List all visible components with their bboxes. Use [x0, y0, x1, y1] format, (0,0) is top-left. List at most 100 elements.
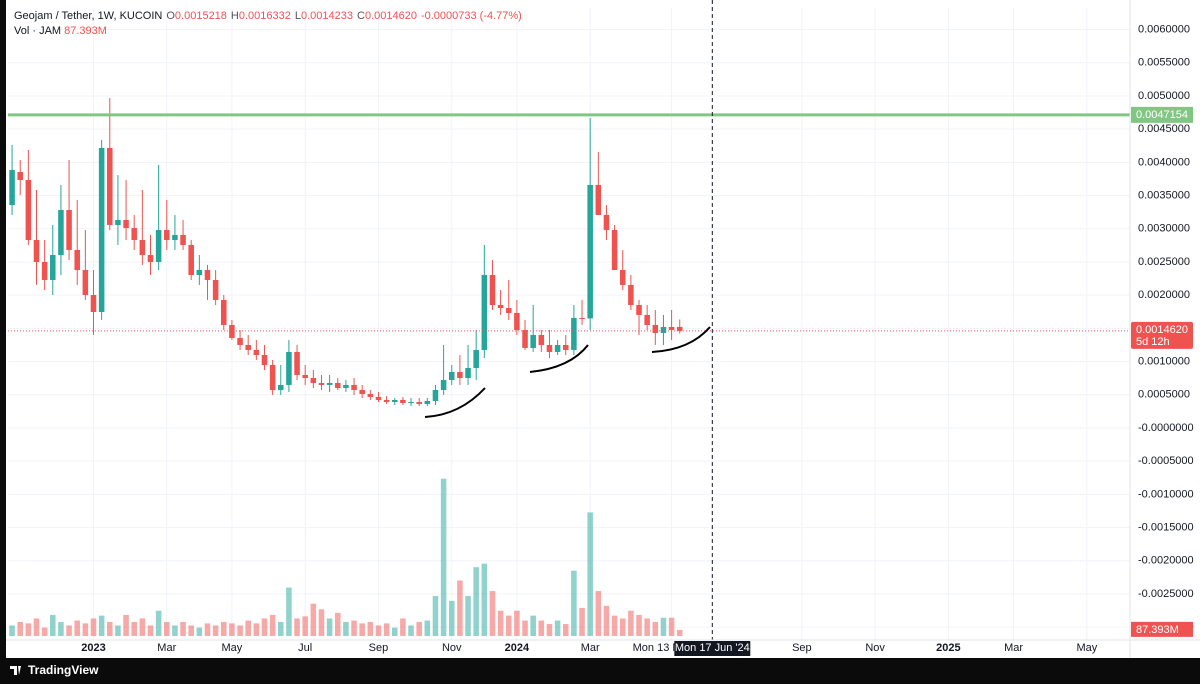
volume-bar	[481, 563, 488, 636]
candle-body	[139, 240, 146, 256]
volume-bar	[66, 625, 72, 636]
candle-body	[172, 234, 178, 241]
candle-body	[538, 334, 545, 345]
last-price-label: 0.0014620	[1136, 324, 1188, 336]
candle-body	[391, 399, 398, 402]
ohlc-key: L	[294, 10, 301, 22]
symbol-title: Geojam / Tether, 1W, KUCOIN	[14, 10, 163, 22]
candle-body	[74, 249, 80, 271]
candle-body	[180, 234, 186, 245]
candle-body	[212, 279, 219, 300]
y-tick-label: -0.0025000	[1138, 588, 1194, 600]
candle-body	[359, 389, 365, 394]
volume-bar	[579, 607, 585, 636]
y-tick-label: -0.0010000	[1138, 488, 1194, 500]
level-label-bg	[1131, 106, 1193, 123]
candle-body	[383, 399, 390, 402]
volume-label-bg	[1131, 621, 1193, 637]
volume-bar	[636, 614, 642, 636]
candle-body	[367, 393, 374, 397]
volume-bar	[82, 623, 89, 636]
y-tick-label: 0.0010000	[1138, 355, 1190, 367]
volume-bar	[253, 623, 260, 636]
volume-bar	[457, 580, 463, 636]
candle-body	[221, 299, 227, 325]
y-tick-label: -0.0015000	[1138, 521, 1194, 533]
y-tick-label: 0.0035000	[1138, 189, 1190, 201]
volume-bar	[277, 621, 284, 636]
time-axis-bg	[6, 640, 1200, 658]
candle-body	[530, 334, 536, 348]
candle-body	[481, 274, 488, 350]
x-tick-label: 2024	[505, 642, 530, 654]
volume-bar	[440, 478, 447, 636]
volume-bar	[326, 618, 333, 636]
candle-body	[334, 382, 341, 388]
y-tick-label: 0.0060000	[1138, 23, 1190, 35]
candle-body	[424, 400, 431, 404]
candle-body	[595, 184, 602, 215]
candle-body	[9, 170, 15, 206]
candle-body	[644, 314, 650, 325]
volume-bar	[408, 625, 414, 636]
y-tick-label: -0.0005000	[1138, 455, 1194, 467]
volume-bar	[375, 625, 382, 636]
volume-bar	[334, 612, 341, 636]
candle-body	[302, 374, 308, 378]
volume-bar	[611, 615, 618, 636]
volume-bar	[538, 620, 545, 636]
volume-bar	[432, 595, 439, 636]
candle-body	[131, 227, 137, 241]
candle-body	[465, 367, 471, 378]
y-tick-label: 0.0055000	[1138, 57, 1190, 69]
candle-body	[269, 364, 276, 390]
ohlc-value: 0.0014233	[301, 10, 353, 22]
candle-body	[571, 317, 577, 350]
volume-bar	[400, 618, 406, 636]
volume-bar	[473, 567, 479, 636]
candle-body	[619, 270, 626, 285]
candle-body	[546, 344, 553, 352]
ohlc-value: 0.0016332	[238, 10, 291, 22]
y-tick-label: 0.0040000	[1138, 156, 1190, 168]
candle-body	[25, 179, 32, 241]
volume-bar	[204, 623, 211, 636]
volume-bar	[310, 603, 317, 636]
candle-body	[115, 220, 121, 225]
volume-bar	[603, 605, 610, 636]
volume-bar	[261, 618, 268, 636]
volume-bar	[595, 591, 602, 636]
candle-body	[41, 261, 48, 280]
volume-bar	[164, 621, 170, 636]
y-tick-label: 0.0050000	[1138, 90, 1190, 102]
footer-icon	[10, 666, 21, 675]
volume-title: Vol · JAM	[14, 25, 62, 37]
candle-body	[416, 401, 422, 404]
candle-body	[123, 220, 129, 228]
volume-bar	[571, 570, 577, 636]
x-tick-label: Jul	[298, 642, 312, 654]
volume-bar	[41, 627, 48, 636]
candle-body	[611, 229, 618, 271]
volume-value: 87.393M	[64, 25, 107, 37]
candle-body	[473, 349, 479, 368]
x-tick-label: Mar	[1004, 642, 1023, 654]
x-tick-label: 2023	[81, 642, 105, 654]
candle-body	[440, 379, 447, 390]
candle-body	[155, 229, 162, 262]
candle-body	[522, 329, 528, 348]
y-tick-label: 0.0005000	[1138, 389, 1190, 401]
volume-bar	[221, 621, 227, 636]
candle-body	[310, 377, 317, 383]
x-tick-label: Sep	[792, 642, 812, 654]
volume-bar	[147, 625, 154, 636]
volume-bar	[652, 621, 659, 636]
ohlc-key: O	[166, 10, 175, 22]
candle-body	[50, 255, 56, 280]
frame-left	[0, 0, 6, 684]
volume-bar	[465, 595, 471, 636]
volume-bar	[489, 591, 496, 636]
change-value: -0.0000733 (-4.77%)	[420, 10, 522, 22]
volume-bar	[343, 621, 349, 636]
